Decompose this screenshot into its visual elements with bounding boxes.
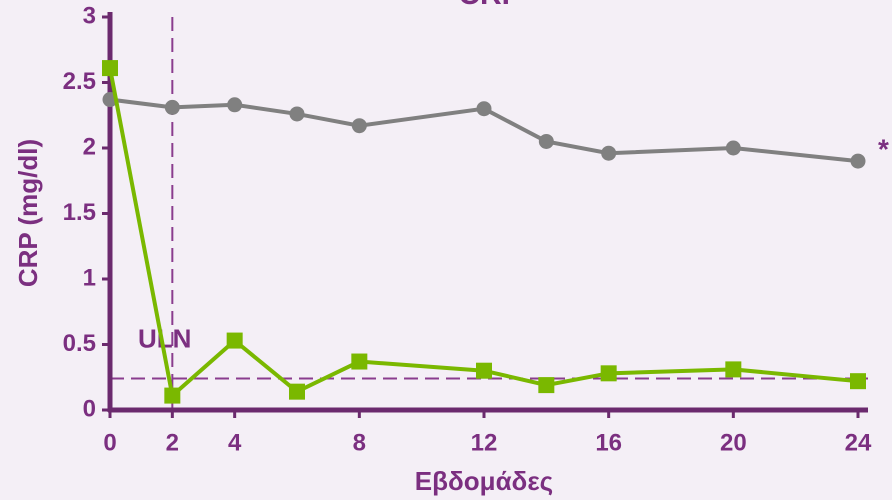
marker [351,118,367,134]
marker [476,362,492,379]
marker [227,97,243,113]
marker [289,383,305,400]
marker [164,387,181,404]
x-tick-label: 8 [353,429,366,456]
y-tick-label: 1.5 [63,199,96,226]
marker [226,332,243,349]
y-tick-label: 1 [83,264,96,291]
marker [351,353,368,370]
chart-title: CRP [458,0,521,11]
marker [538,377,555,394]
y-tick-label: 2 [83,133,96,160]
marker [164,99,180,115]
x-tick-label: 0 [103,429,116,456]
marker [725,140,741,156]
x-tick-label: 24 [845,429,872,456]
annotation: * [878,133,889,164]
marker [850,373,866,390]
x-tick-label: 2 [166,429,179,456]
series-line [108,67,859,400]
x-tick-label: 16 [595,429,622,456]
marker [289,106,305,122]
y-tick-label: 3 [83,2,96,29]
y-axis-label: CRP (mg/dl) [13,139,43,287]
x-tick-label: 4 [228,429,242,456]
marker [850,153,866,169]
marker [601,145,617,161]
marker [102,60,118,77]
marker [600,365,617,382]
marker [725,361,742,378]
x-tick-label: 12 [471,429,498,456]
x-axis-label: Εβδομάδες [415,466,553,496]
y-tick-label: 0.5 [63,330,96,357]
series-line [109,97,859,164]
marker [476,101,492,117]
y-tick-label: 2.5 [63,68,96,95]
marker [538,133,554,149]
x-tick-label: 20 [720,429,747,456]
y-tick-label: 0 [83,395,96,422]
